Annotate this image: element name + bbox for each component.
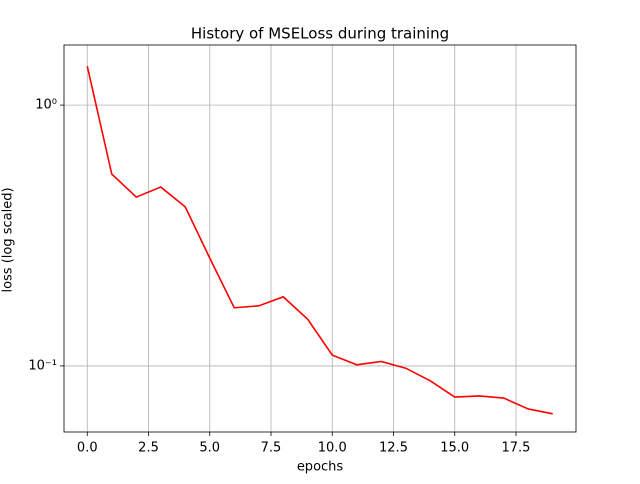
chart-title: History of MSELoss during training [191, 25, 449, 43]
x-tick-label: 7.5 [261, 441, 282, 456]
y-axis-label: loss (log scaled) [1, 187, 16, 292]
x-tick-label: 12.5 [379, 441, 408, 456]
x-tick-label: 2.5 [138, 441, 159, 456]
y-tick-label: 10⁰ [35, 98, 57, 113]
x-tick-label: 0.0 [77, 441, 98, 456]
x-tick-label: 17.5 [502, 441, 531, 456]
plot-frame [63, 44, 577, 433]
y-tick-label: 10⁻¹ [28, 358, 57, 373]
x-tick-label: 5.0 [199, 441, 220, 456]
line [86, 66, 553, 415]
x-axis-label: epochs [297, 460, 344, 475]
x-tick-label: 15.0 [440, 441, 469, 456]
x-tick-label: 10.0 [318, 441, 347, 456]
